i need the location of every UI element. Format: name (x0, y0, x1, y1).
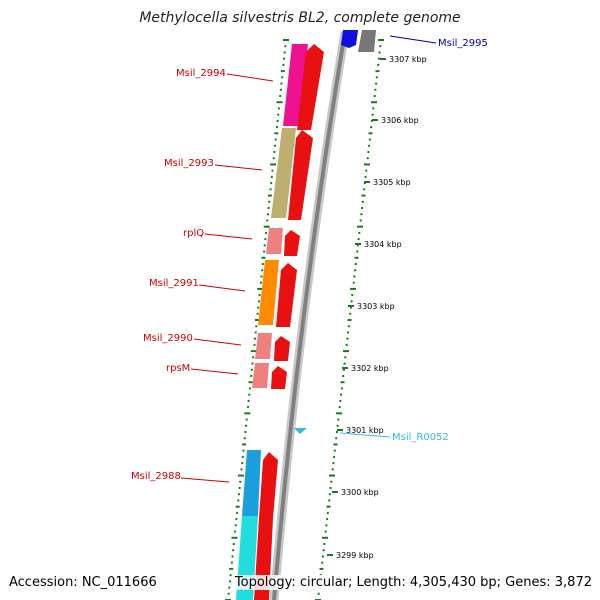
cds-arrow-msil-2994-gene[interactable] (283, 44, 308, 126)
cds-arrow-rpsm-gene[interactable] (252, 363, 269, 388)
gene-label-msil-r0052[interactable]: Msil_R0052 (392, 432, 449, 443)
feature-track (236, 30, 376, 600)
gene-label-msil-2993[interactable]: Msil_2993 (164, 158, 214, 169)
kbp-label: 3299 kbp (336, 551, 374, 560)
cds-arrow-msil-2995-gene[interactable] (341, 30, 358, 48)
gene-label-msil-2988[interactable]: Msil_2988 (131, 471, 181, 482)
tick-track-left (225, 39, 289, 600)
cds-arrow-msil-2990-cds[interactable] (274, 336, 290, 361)
kbp-label: 3304 kbp (364, 240, 402, 249)
gene-leader-line (180, 477, 230, 483)
cds-arrow-msil-2993-gene[interactable] (271, 128, 296, 218)
cds-arrow-msil-2988-gene[interactable] (242, 450, 261, 516)
kbp-label: 3307 kbp (389, 55, 427, 64)
gene-label-rplq[interactable]: rplQ (183, 228, 204, 239)
cds-arrow-rplq-cds[interactable] (284, 230, 300, 256)
kbp-label: 3305 kbp (373, 178, 411, 187)
cds-arrow-msil-2993-cds[interactable] (288, 130, 313, 220)
gene-leader-line (190, 368, 239, 375)
cds-arrow-msil-2991-cds[interactable] (276, 263, 297, 327)
gene-leader-line (198, 284, 246, 292)
genome-backbone-core (272, 31, 347, 600)
cds-arrow-msil-2991-gene[interactable] (258, 260, 279, 325)
cds-arrow-msil-2988-cds[interactable] (259, 452, 278, 518)
cds-arrow-msil-2990-gene[interactable] (255, 333, 272, 359)
gene-label-msil-2995[interactable]: Msil_2995 (438, 38, 488, 49)
cds-arrow-msil-2994-cds[interactable] (297, 44, 324, 130)
kbp-label: 3302 kbp (351, 364, 389, 373)
gene-leader-line (389, 35, 437, 44)
genome-title: Methylocella silvestris BL2, complete ge… (139, 10, 461, 26)
gene-leader-line (226, 73, 274, 82)
cds-arrow-rpsm-cds[interactable] (271, 366, 287, 389)
kbp-label: 3306 kbp (381, 116, 419, 125)
gene-labels: Msil_2995 Msil_2994 Msil_2993 rplQ Msil_2991… (131, 35, 488, 483)
accession-text: Accession: NC_011666 (9, 575, 157, 590)
gene-leader-line (214, 164, 263, 171)
kbp-label: 3301 kbp (346, 426, 384, 435)
kbp-scale: 3307 kbp 3306 kbp 3305 kbp 3304 kbp 3303 kbp… (327, 55, 427, 560)
gene-leader-line (204, 233, 253, 240)
rna-marker-msil-r0052[interactable] (294, 428, 307, 434)
gene-label-msil-2994[interactable]: Msil_2994 (176, 68, 226, 79)
gene-label-msil-2990[interactable]: Msil_2990 (143, 333, 193, 344)
tick-track-right (315, 39, 384, 600)
gene-leader-line (193, 338, 242, 346)
kbp-label: 3300 kbp (341, 488, 379, 497)
gene-label-rpsm[interactable]: rpsM (166, 363, 190, 374)
genome-summary-text: Topology: circular; Length: 4,305,430 bp… (234, 575, 592, 590)
gene-label-msil-2991[interactable]: Msil_2991 (149, 278, 199, 289)
cds-arrow-rplq-gene[interactable] (266, 228, 283, 254)
cds-arrow-msil-2995-cds[interactable] (358, 30, 376, 52)
gene-leader-line (339, 432, 391, 438)
kbp-label: 3303 kbp (357, 302, 395, 311)
